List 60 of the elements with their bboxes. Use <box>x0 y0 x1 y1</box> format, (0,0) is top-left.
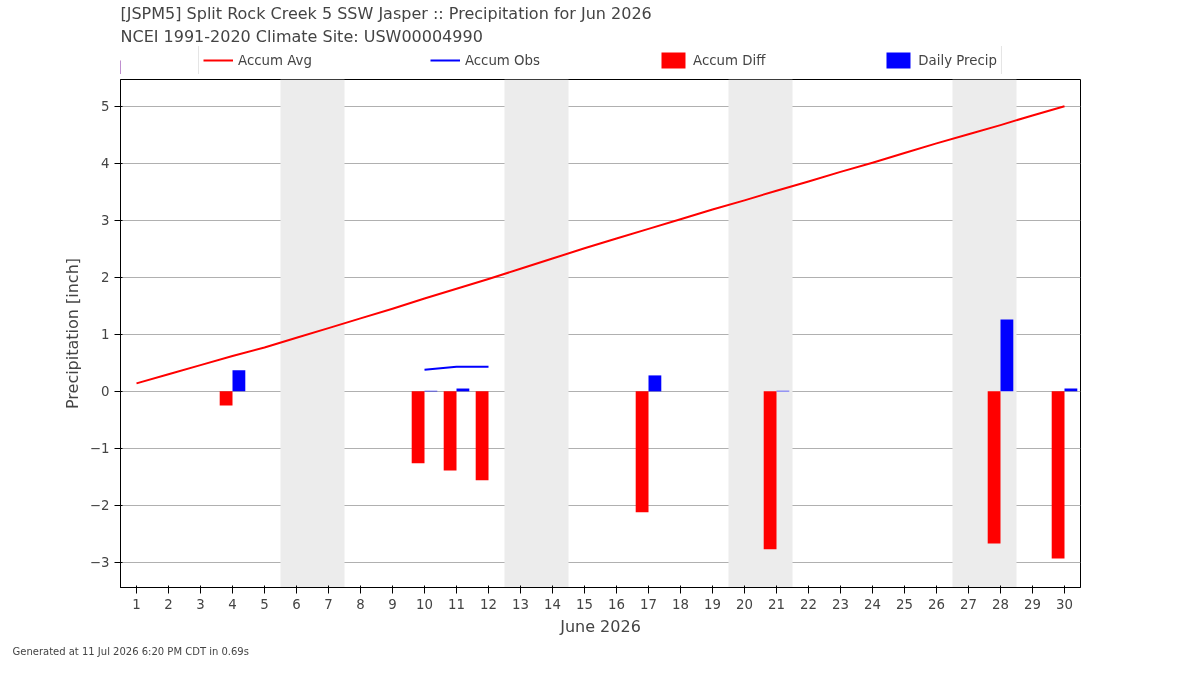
x-tick-label: 26 <box>928 596 945 612</box>
x-axis-title: June 2026 <box>559 616 641 636</box>
x-tick-label: 25 <box>896 596 913 612</box>
x-tick-label: 30 <box>1056 596 1073 612</box>
x-tick-label: 20 <box>736 596 753 612</box>
y-tick-label: 5 <box>101 99 110 115</box>
x-tick-label: 4 <box>228 596 237 612</box>
x-tick-label: 23 <box>832 596 849 612</box>
bar <box>411 391 425 464</box>
bar <box>219 391 233 406</box>
y-tick-label: 4 <box>101 156 110 172</box>
x-tick-label: 15 <box>576 596 593 612</box>
legend-label: Daily Precip <box>918 52 998 68</box>
x-tick-label: 8 <box>356 596 365 612</box>
y-tick-label: −2 <box>89 498 110 514</box>
bar <box>987 391 1001 544</box>
x-tick-label: 6 <box>292 596 301 612</box>
bar <box>648 375 662 392</box>
x-tick-label: 13 <box>512 596 529 612</box>
bar <box>763 391 777 550</box>
x-tick-label: 14 <box>544 596 561 612</box>
x-tick-label: 1 <box>132 596 141 612</box>
chart-subtitle: NCEI 1991-2020 Climate Site: USW00004990 <box>120 26 483 46</box>
x-tick-label: 21 <box>768 596 785 612</box>
y-tick-label: −3 <box>89 555 110 571</box>
y-tick-label: 1 <box>101 327 110 343</box>
x-tick-label: 5 <box>260 596 269 612</box>
line-series <box>135 105 1066 385</box>
x-tick-label: 22 <box>800 596 817 612</box>
legend-label: Accum Diff <box>692 52 766 68</box>
x-tick-label: 17 <box>640 596 657 612</box>
chart-title: [JSPM5] Split Rock Creek 5 SSW Jasper :: Precipitation for Jun 2026 <box>120 3 652 23</box>
text: Generated at 11 Jul 2026 6:20 PM CDT in 0.69s <box>12 645 249 657</box>
x-tick-label: 9 <box>388 596 397 612</box>
x-tick-label: 29 <box>1024 596 1041 612</box>
legend-label: Accum Obs <box>464 52 540 68</box>
y-tick-label: 3 <box>101 213 110 229</box>
x-tick-label: 12 <box>480 596 497 612</box>
bar <box>443 391 457 471</box>
bar <box>232 370 246 392</box>
y-tick-label: 0 <box>101 384 110 400</box>
x-tick-label: 28 <box>992 596 1009 612</box>
y-tick-label: −1 <box>89 441 110 457</box>
bar <box>635 391 649 513</box>
x-tick-label: 7 <box>324 596 333 612</box>
x-tick-label: 2 <box>164 596 173 612</box>
x-tick-label: 16 <box>608 596 625 612</box>
y-tick-label: 2 <box>101 270 110 286</box>
x-tick-label: 11 <box>448 596 465 612</box>
x-tick-label: 19 <box>704 596 721 612</box>
legend-label: Accum Avg <box>237 52 312 68</box>
x-tick-label: 3 <box>196 596 205 612</box>
bar <box>1000 319 1014 392</box>
bar <box>475 391 489 481</box>
bar <box>1051 391 1065 559</box>
x-tick-label: 27 <box>960 596 977 612</box>
x-tick-label: 24 <box>864 596 881 612</box>
x-tick-label: 18 <box>672 596 689 612</box>
y-axis-title: Precipitation [inch] <box>62 257 82 410</box>
x-tick-label: 10 <box>416 596 433 612</box>
